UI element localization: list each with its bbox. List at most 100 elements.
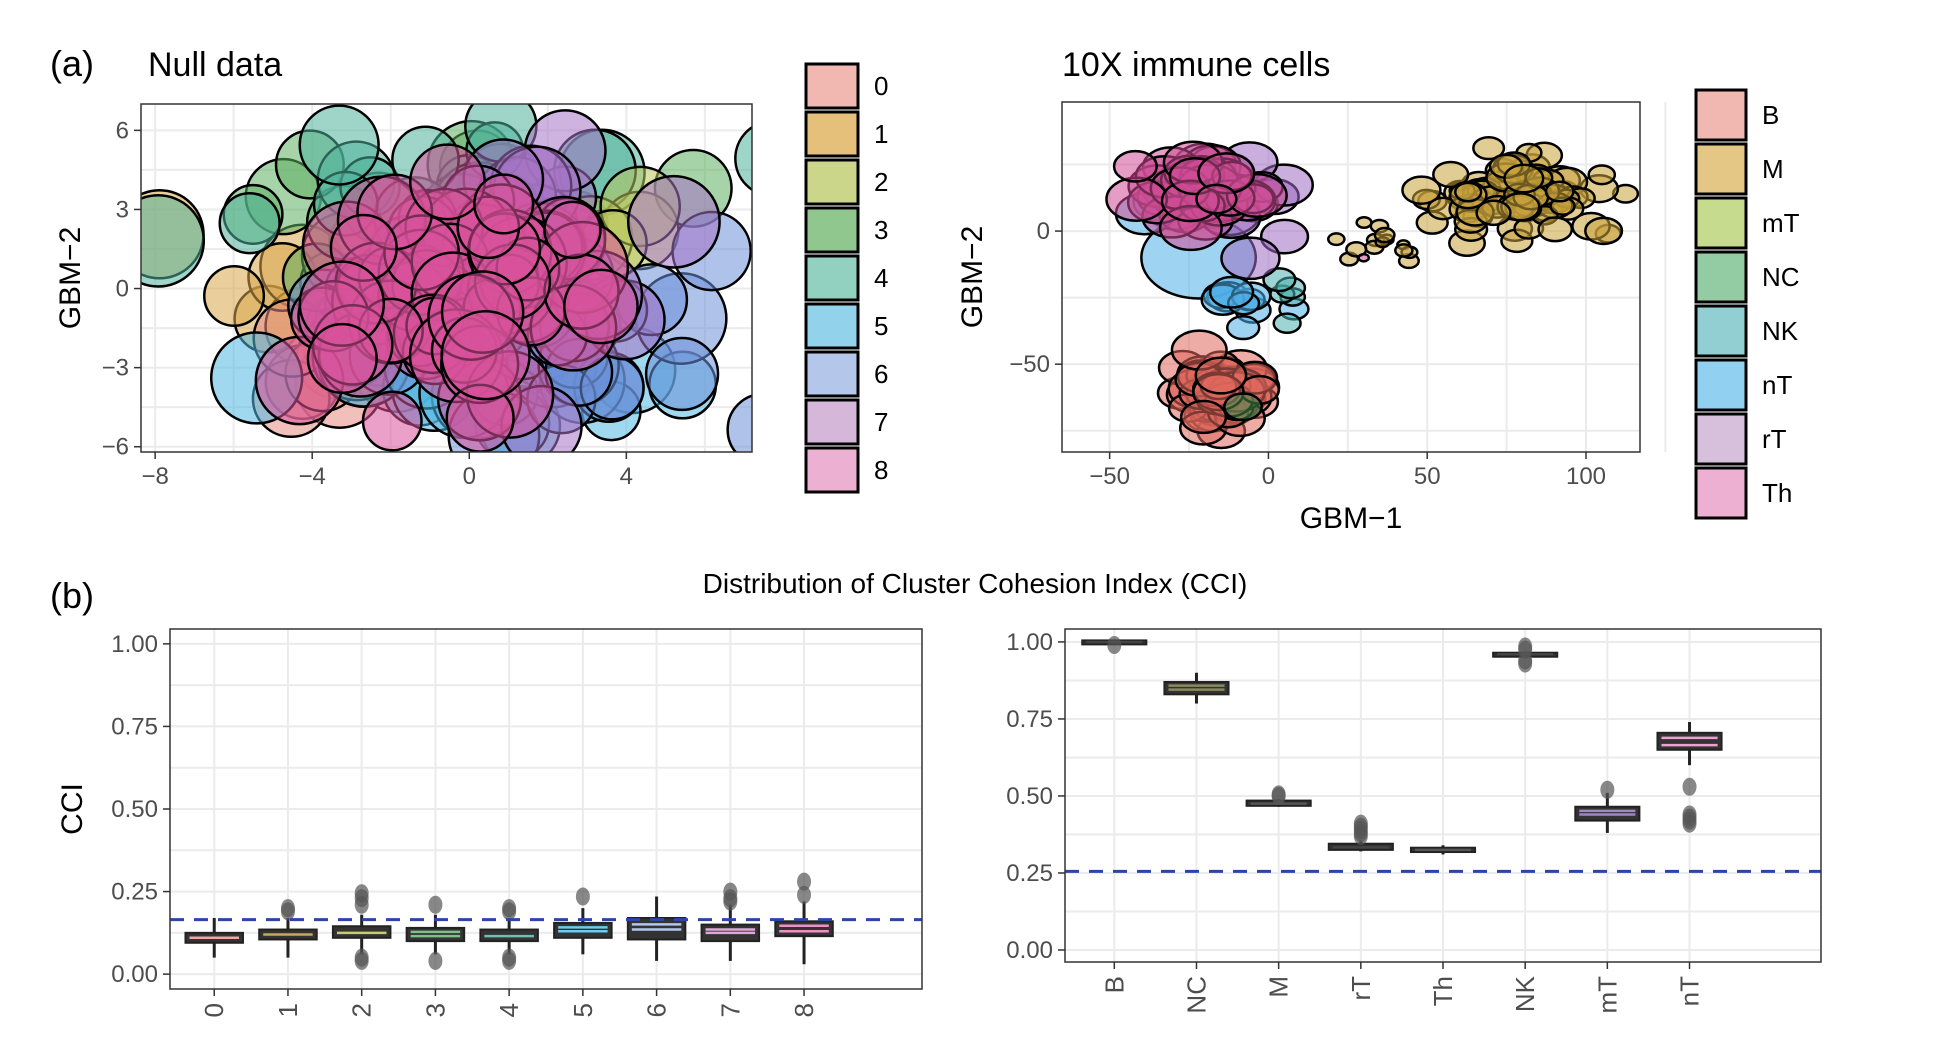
legend-item: 7 (804, 398, 888, 446)
box-NK (1492, 637, 1559, 673)
x-tick-label: 100 (1566, 463, 1606, 490)
data-point (543, 200, 602, 260)
x-tick-label: −50 (1089, 463, 1130, 490)
data-point (1373, 226, 1396, 244)
panel-label-b: (b) (50, 575, 94, 616)
outlier-point (280, 899, 295, 918)
y-tick-label: 0 (116, 276, 129, 303)
x-tick-label: NK (1510, 975, 1540, 1012)
outlier-point (1271, 785, 1286, 804)
legend-key (1694, 250, 1748, 304)
x-tick-label: B (1099, 976, 1129, 993)
y-tick-label: 0.75 (111, 713, 158, 740)
outlier-point (354, 948, 369, 967)
x-tick-label: 3 (420, 1003, 450, 1017)
data-point (1223, 392, 1263, 422)
legend-item: 4 (804, 254, 888, 302)
legend-label: M (1762, 154, 1784, 184)
chart-title: 10X immune cells (1062, 46, 1330, 84)
legend-item: nT (1694, 358, 1792, 412)
legend-label: Th (1762, 478, 1792, 508)
legend-item: 5 (804, 302, 888, 350)
y-tick-label: −6 (102, 434, 129, 461)
box-1 (258, 899, 318, 958)
x-tick-label: 4 (620, 463, 633, 490)
legend-item: 3 (804, 206, 888, 254)
outlier-point (723, 882, 738, 901)
y-tick-label: 0.25 (111, 879, 158, 906)
x-tick-label: −8 (141, 463, 168, 490)
x-tick-label: 4 (494, 1003, 524, 1017)
points-layer (1105, 135, 1640, 450)
data-point (913, 331, 980, 398)
box-rT (1327, 814, 1394, 852)
data-point (306, 322, 378, 395)
data-point (734, 125, 752, 192)
x-tick-label: Th (1428, 976, 1458, 1006)
data-point (626, 174, 721, 269)
data-point (218, 192, 281, 255)
outlier-point (797, 872, 812, 891)
outlier-point (1353, 814, 1368, 833)
legend-label: 8 (874, 455, 888, 485)
x-tick-label: 50 (1414, 463, 1441, 490)
legend-item: 1 (804, 110, 888, 158)
data-point (473, 173, 535, 235)
plot-border (1061, 101, 1641, 453)
data-point (298, 104, 380, 186)
data-point (1355, 215, 1373, 229)
legend-item: B (1694, 88, 1779, 142)
x-tick-label: 6 (642, 1003, 672, 1017)
data-point (1220, 236, 1281, 281)
data-point (1195, 183, 1238, 215)
x-tick-label: mT (1592, 976, 1622, 1014)
data-point (1475, 199, 1512, 227)
legend-key (804, 398, 860, 446)
data-point (141, 194, 206, 288)
box-body (1163, 680, 1230, 696)
y-axis-label: GBM−2 (54, 227, 87, 330)
x-tick-label: 7 (715, 1003, 745, 1017)
points-layer (141, 104, 980, 452)
data-point (361, 390, 423, 452)
x-tick-label: M (1264, 976, 1294, 998)
data-point (1587, 164, 1617, 186)
outlier-point (797, 885, 812, 904)
legend-label: 0 (874, 71, 888, 101)
box-0 (184, 917, 244, 958)
legend-label: NK (1762, 316, 1799, 346)
legend-key (1694, 358, 1748, 412)
legend-key (1694, 304, 1748, 358)
x-tick-label: nT (1675, 976, 1705, 1006)
box-body (774, 920, 834, 938)
box-body (405, 926, 466, 943)
x-tick-label: 5 (568, 1003, 598, 1017)
data-point (440, 310, 531, 401)
legend-key (804, 62, 860, 110)
x-tick-label: 0 (1262, 463, 1275, 490)
data-point (1112, 149, 1158, 183)
outlier-point (1107, 636, 1122, 655)
box-NC (1163, 672, 1230, 704)
legend-item: Th (1694, 466, 1792, 520)
legend-key (1694, 466, 1748, 520)
data-point (1327, 232, 1346, 247)
data-point (1357, 252, 1371, 263)
y-tick-label: −3 (102, 355, 129, 382)
immune-scatter-chart: 10X immune cells −50 0 50 100 0 −50 GBM−2 GBM−1 B… (956, 46, 1800, 535)
panel-label-a: (a) (50, 43, 94, 84)
x-tick-label: −4 (299, 463, 326, 490)
legend-label: 3 (874, 215, 888, 245)
x-tick-label: 0 (199, 1003, 229, 1017)
box-2 (331, 884, 392, 970)
legend-key (804, 302, 860, 350)
outlier-point (1600, 780, 1615, 799)
legend-key (804, 446, 860, 494)
outlier-point (1682, 805, 1697, 824)
legend-key (804, 206, 860, 254)
y-tick-label: 0 (1037, 218, 1050, 245)
box-3 (405, 895, 466, 970)
data-point (563, 268, 639, 345)
box-4 (479, 899, 539, 970)
